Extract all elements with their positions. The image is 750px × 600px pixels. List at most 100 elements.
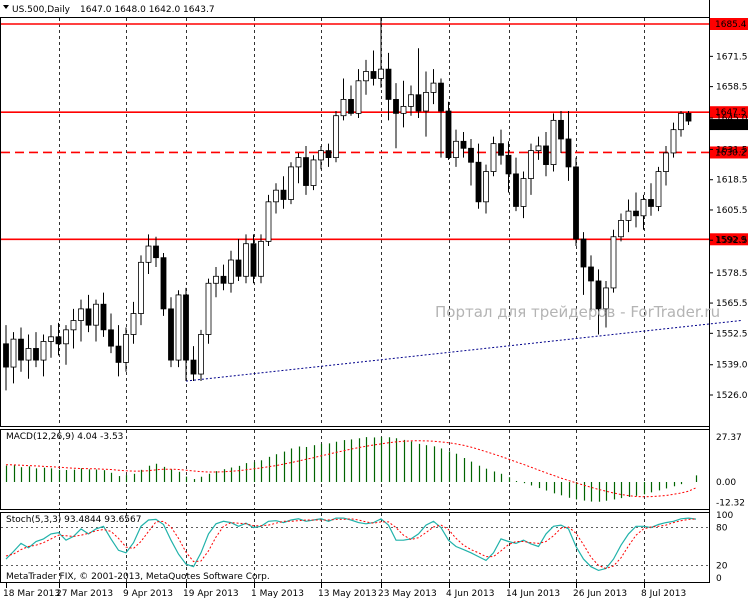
candle-body	[408, 94, 414, 107]
candle-body	[280, 189, 287, 200]
y-tick-label: 1645.0	[716, 114, 748, 124]
candle-body	[430, 82, 437, 93]
candle-body	[378, 68, 384, 79]
candle-body	[303, 157, 309, 186]
candle-body	[558, 119, 564, 140]
candle-body	[565, 138, 572, 168]
candle-body	[198, 334, 204, 375]
y-tick-label: 1631.5	[716, 145, 748, 155]
candle-body	[115, 345, 122, 363]
candle-body	[160, 257, 167, 310]
candle-body	[220, 275, 227, 284]
stoch-pane[interactable]	[0, 512, 710, 583]
candle-body	[595, 280, 602, 310]
y-tick-label: 1539.0	[716, 361, 748, 371]
candle-body	[648, 199, 654, 207]
macd-tick-label: 27.37	[716, 433, 742, 443]
x-tick-label: 4 Jun 2013	[446, 589, 494, 599]
macd-indicator: 27.37 0.00 -12.32	[5, 433, 745, 508]
stoch-tick-label: 20	[716, 561, 728, 571]
stoch-tick-label: 0	[716, 574, 722, 584]
candle-body	[205, 282, 212, 335]
candle-body	[580, 238, 587, 268]
candle-body	[438, 82, 444, 112]
support-trendline	[185, 320, 742, 382]
candle-body	[603, 287, 609, 310]
candle-body	[678, 112, 684, 131]
price-axis: 1671.5 1658.5 1645.0 1631.5 1618.5 1605.5 1592…	[709, 52, 748, 401]
chevron-down-icon[interactable]	[3, 5, 9, 9]
watermark: Портал для трейдеров - ForTrader.ru	[435, 303, 720, 321]
price-levels: 1685.4 1647.5 1630.2 1592.9 1643.7	[1, 18, 748, 246]
price-pane[interactable]	[0, 17, 710, 427]
candle-body	[18, 338, 24, 361]
candle-body	[505, 154, 512, 175]
candle-body	[93, 303, 99, 326]
y-tick-label: 1618.5	[716, 176, 748, 186]
stoch-main-line	[5, 517, 697, 572]
candle-body	[130, 313, 137, 335]
candle-body	[100, 303, 107, 331]
candle-body	[48, 336, 54, 342]
candle-body	[348, 99, 354, 114]
candle-body	[498, 143, 504, 156]
candle-body	[295, 157, 302, 168]
candle-body	[363, 71, 369, 82]
candle-body	[25, 348, 32, 361]
level-label-bg	[710, 18, 748, 30]
candle-body	[243, 243, 249, 277]
candle-body	[655, 171, 662, 207]
candle-body	[168, 308, 174, 361]
candle-body	[663, 152, 669, 172]
candle-body	[385, 68, 392, 100]
candle-body	[235, 259, 242, 277]
x-tick-label: 27 Mar 2013	[56, 589, 113, 599]
stochastic-indicator: 100 80 20 0	[1, 511, 733, 584]
copyright: MetaTrader FIX, © 2001-2013, MetaQuotes …	[6, 572, 270, 582]
symbol-label: US.500,Daily	[12, 5, 71, 15]
candle-body	[63, 329, 69, 345]
candle-body	[123, 334, 129, 363]
x-tick-label: 19 Apr 2013	[183, 589, 239, 599]
candle-body	[325, 150, 332, 158]
candle-body	[633, 210, 639, 217]
candles	[3, 17, 692, 391]
stoch-title: Stoch(5,3,3) 93.4844 93.6567	[6, 515, 141, 525]
y-tick-label: 1592.5	[716, 236, 748, 246]
level-label-bg	[710, 106, 748, 119]
y-tick-label: 1526.0	[716, 391, 748, 401]
candle-body	[108, 329, 114, 347]
x-tick-label: 26 Jun 2013	[573, 589, 627, 599]
candle-body	[685, 112, 692, 122]
candle-body	[513, 173, 519, 207]
candle-body	[40, 341, 47, 361]
x-tick-label: 8 Jul 2013	[641, 589, 686, 599]
candle-body	[355, 80, 362, 114]
stoch-signal-line	[5, 518, 697, 570]
header: US.500,Daily 1647.0 1648.0 1642.0 1643.7	[3, 5, 215, 15]
candle-body	[70, 320, 77, 331]
candle-body	[400, 105, 407, 114]
candle-body	[3, 343, 9, 368]
candle-body	[265, 201, 272, 242]
y-tick-label: 1565.5	[716, 299, 748, 309]
last-price-label: 1643.7	[715, 121, 747, 131]
candle-body	[520, 178, 527, 207]
candle-body	[468, 147, 474, 163]
candle-body	[625, 210, 632, 221]
macd-tick-label: -12.32	[716, 498, 745, 508]
level-label: 1630.2	[715, 148, 747, 158]
stoch-tick-label: 100	[716, 511, 733, 521]
candle-body	[670, 129, 677, 154]
level-label: 1685.4	[715, 20, 747, 30]
candle-body	[153, 245, 159, 259]
candle-body	[55, 336, 62, 345]
stoch-tick-label: 80	[716, 524, 728, 534]
x-tick-label: 9 Apr 2013	[123, 589, 173, 599]
candle-body	[490, 143, 497, 172]
x-tick-label: 13 May 2013	[318, 589, 377, 599]
candle-body	[415, 94, 422, 112]
candle-body	[543, 145, 549, 165]
